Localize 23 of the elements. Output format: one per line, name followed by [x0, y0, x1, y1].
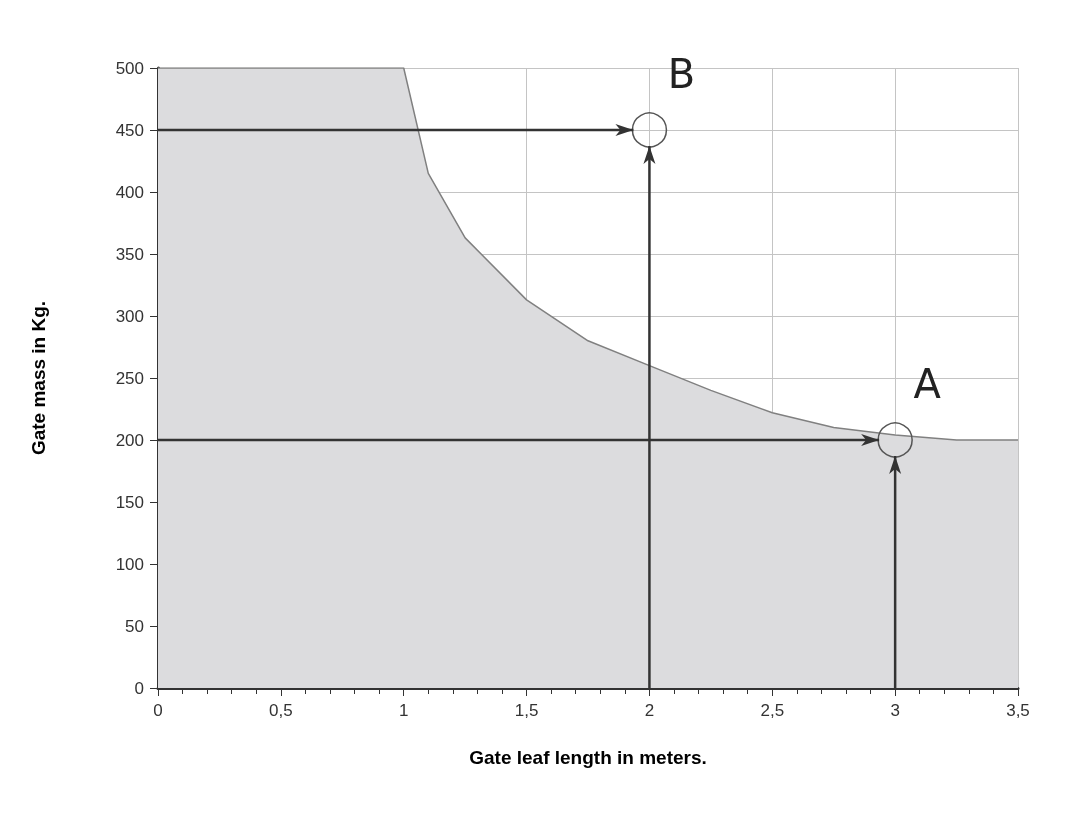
y-tick-label: 400: [115, 182, 144, 202]
y-tick-label: 150: [115, 492, 144, 512]
y-tick-label: 50: [125, 616, 144, 636]
y-tick-label: 0: [134, 678, 144, 698]
x-tick-label: 1: [398, 701, 409, 720]
y-tick-label: 100: [115, 554, 144, 574]
x-tick-label: 0: [153, 701, 163, 720]
x-tick-label: 2: [644, 701, 655, 720]
annotation: B: [667, 51, 696, 98]
y-tick-label: 350: [115, 244, 144, 264]
y-tick-label: 250: [115, 368, 144, 388]
y-tick-label: 200: [115, 430, 144, 450]
y-tick-label: 450: [115, 120, 144, 140]
x-axis-title: Gate leaf length in meters.: [469, 747, 707, 768]
y-axis-title: Gate mass in Kg.: [28, 300, 49, 456]
y-tick-label: 300: [115, 306, 144, 326]
x-tick-label: 3: [890, 701, 900, 720]
y-tick-label: 500: [115, 58, 144, 78]
x-tick-label: 2,5: [760, 701, 785, 720]
x-tick-label: 3,5: [1006, 701, 1030, 720]
x-tick-label: 1,5: [514, 701, 539, 720]
annotation: A: [913, 361, 942, 408]
x-tick-label: 0,5: [269, 701, 293, 720]
